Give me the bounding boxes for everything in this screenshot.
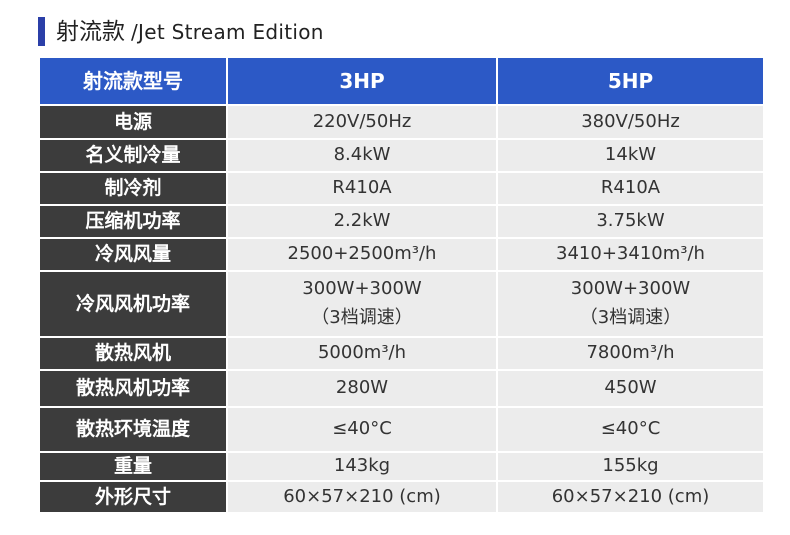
cell-text: 射流款型号 <box>83 69 183 93</box>
cell-text: 280W <box>335 377 389 399</box>
value-cell: ≤40°C <box>228 408 496 451</box>
cell-text: R410A <box>332 177 392 199</box>
title-sub: /Jet Stream Edition <box>131 20 324 44</box>
row-label: 散热风机 <box>40 338 226 369</box>
value-cell: 143kg <box>228 453 496 480</box>
value-cell: 3.75kW <box>498 206 763 237</box>
row-label: 制冷剂 <box>40 173 226 204</box>
cell-text: 2500+2500m³/h <box>287 243 437 265</box>
value-cell: 450W <box>498 371 763 406</box>
cell-text: 压缩机功率 <box>85 210 181 233</box>
value-cell: 380V/50Hz <box>498 106 763 138</box>
cell-text: 3410+3410m³/h <box>556 243 705 265</box>
value-cell: 280W <box>228 371 496 406</box>
value-cell: R410A <box>228 173 496 204</box>
row-label: 冷风风机功率 <box>40 272 226 336</box>
title-accent <box>38 17 45 46</box>
cell-text: 155kg <box>602 455 659 477</box>
row-label: 冷风风量 <box>40 239 226 270</box>
cell-text: （3档调速） <box>579 307 682 328</box>
row-label: 名义制冷量 <box>40 140 226 171</box>
value-cell: R410A <box>498 173 763 204</box>
cell-text: 电源 <box>113 110 152 133</box>
row-label: 外形尺寸 <box>40 482 226 512</box>
cell-text: 冷风风机功率 <box>75 292 190 315</box>
row-label: 散热风机功率 <box>40 371 226 406</box>
cell-text: （3档调速） <box>311 307 413 328</box>
cell-text: 60×57×210 (cm) <box>283 485 441 507</box>
cell-text: 5000m³/h <box>317 342 407 364</box>
cell-text: 散热环境温度 <box>75 418 190 441</box>
cell-text: 5HP <box>607 69 654 93</box>
cell-text: R410A <box>600 177 661 199</box>
cell-text: ≤40°C <box>600 418 661 440</box>
value-cell: 60×57×210 (cm) <box>498 482 763 512</box>
cell-text: 名义制冷量 <box>85 144 181 167</box>
cell-text: 冷风风量 <box>94 243 171 266</box>
cell-text: 散热风机 <box>94 342 171 365</box>
header-cell: 3HP <box>228 58 496 104</box>
cell-text: 380V/50Hz <box>581 110 680 132</box>
value-cell: 60×57×210 (cm) <box>228 482 496 512</box>
title-main: 射流款 <box>56 19 125 45</box>
cell-text: 60×57×210 (cm) <box>551 485 710 507</box>
cell-text: ≤40°C <box>332 418 392 440</box>
value-cell: 3410+3410m³/h <box>498 239 763 270</box>
cell-text: 300W+300W <box>302 278 422 300</box>
cell-text: 2.2kW <box>333 210 391 232</box>
value-cell: 2500+2500m³/h <box>228 239 496 270</box>
value-cell: 5000m³/h <box>228 338 496 369</box>
cell-text: 143kg <box>333 455 391 477</box>
cell-text: 3HP <box>339 69 385 93</box>
cell-text: 7800m³/h <box>586 342 675 364</box>
header-cell: 5HP <box>498 58 763 104</box>
row-label: 电源 <box>40 106 226 138</box>
row-label: 压缩机功率 <box>40 206 226 237</box>
value-cell: 155kg <box>498 453 763 480</box>
value-cell: ≤40°C <box>498 408 763 451</box>
cell-text: 重量 <box>113 455 152 478</box>
row-label: 重量 <box>40 453 226 480</box>
value-cell: 220V/50Hz <box>228 106 496 138</box>
cell-text: 300W+300W <box>570 278 691 300</box>
cell-text: 220V/50Hz <box>312 110 412 132</box>
value-cell: 300W+300W （3档调速） <box>498 272 763 336</box>
cell-text: 450W <box>604 377 657 399</box>
value-cell: 14kW <box>498 140 763 171</box>
value-cell: 8.4kW <box>228 140 496 171</box>
cell-text: 8.4kW <box>333 144 391 166</box>
cell-text: 3.75kW <box>596 210 665 232</box>
cell-text: 外形尺寸 <box>94 485 171 508</box>
value-cell: 300W+300W （3档调速） <box>228 272 496 336</box>
cell-text: 制冷剂 <box>104 177 162 200</box>
value-cell: 2.2kW <box>228 206 496 237</box>
cell-text: 散热风机功率 <box>75 377 190 400</box>
title: 射流款/Jet Stream Edition <box>56 16 324 49</box>
cell-text: 14kW <box>604 144 657 166</box>
row-label: 散热环境温度 <box>40 408 226 451</box>
value-cell: 7800m³/h <box>498 338 763 369</box>
header-cell: 射流款型号 <box>40 58 226 104</box>
